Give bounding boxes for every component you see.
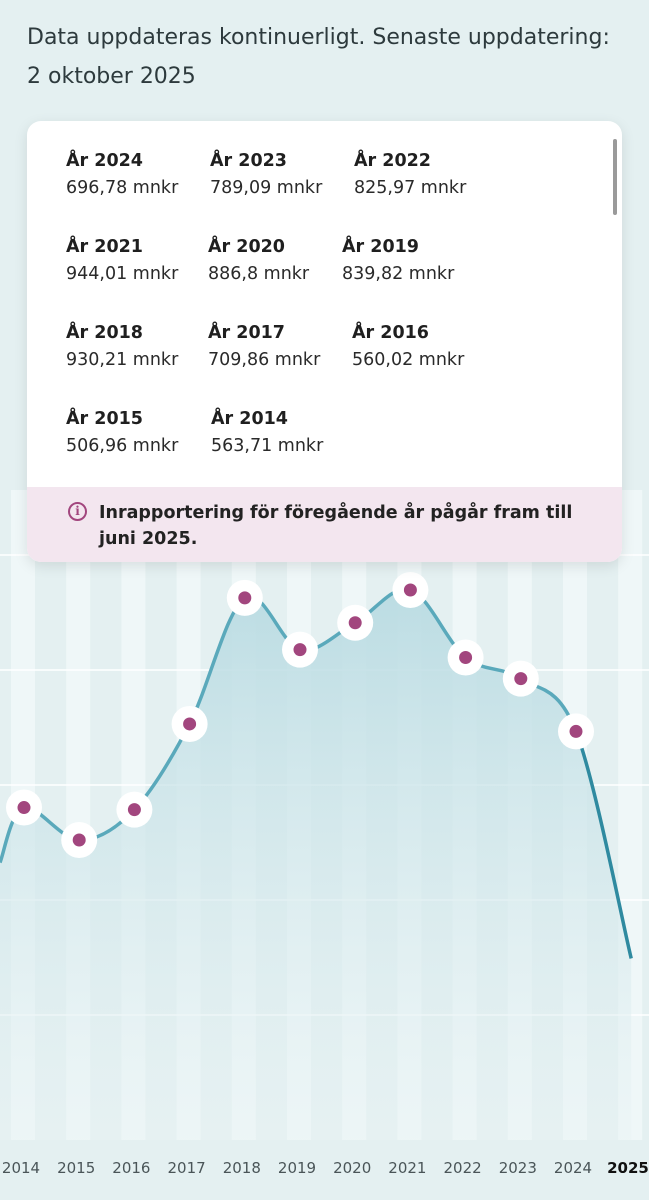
x-tick-label: 2014: [2, 1159, 40, 1177]
year-item: År 2014 563,71 mnkr: [211, 407, 361, 461]
year-label: År 2023: [210, 151, 287, 171]
year-item: År 2021 944,01 mnkr: [66, 235, 216, 289]
year-item: År 2020 886,8 mnkr: [208, 235, 358, 289]
year-value: 944,01 mnkr: [66, 264, 179, 284]
data-point[interactable]: [116, 791, 153, 828]
data-point[interactable]: [61, 822, 98, 858]
year-item: År 2015 506,96 mnkr: [66, 407, 216, 461]
year-value: 789,09 mnkr: [210, 178, 323, 198]
data-point-dot: [17, 801, 31, 815]
year-value: 709,86 mnkr: [208, 350, 321, 370]
data-point[interactable]: [502, 660, 539, 697]
data-point[interactable]: [447, 639, 484, 676]
data-point-dot: [238, 591, 252, 605]
x-tick-label: 2016: [112, 1159, 150, 1177]
year-values-list: År 2024 696,78 mnkr År 2023 789,09 mnkr …: [66, 149, 586, 469]
info-icon: i: [68, 502, 87, 521]
data-point-dot: [127, 803, 141, 817]
year-item: År 2017 709,86 mnkr: [208, 321, 358, 375]
year-label: År 2024: [66, 151, 143, 171]
scrollbar[interactable]: [613, 139, 617, 215]
year-value: 696,78 mnkr: [66, 178, 179, 198]
data-point-dot: [348, 616, 362, 630]
update-note: Data uppdateras kontinuerligt. Senaste u…: [27, 25, 610, 89]
year-value: 560,02 mnkr: [352, 350, 465, 370]
chart-area: [0, 589, 632, 1140]
year-item: År 2016 560,02 mnkr: [352, 321, 502, 375]
data-point[interactable]: [171, 705, 208, 742]
x-tick-label: 2018: [223, 1159, 261, 1177]
year-item: År 2018 930,21 mnkr: [66, 321, 216, 375]
data-point[interactable]: [282, 631, 318, 668]
data-point-dot: [293, 643, 307, 657]
data-point-dot: [514, 672, 528, 686]
year-values-card: År 2024 696,78 mnkr År 2023 789,09 mnkr …: [27, 121, 622, 562]
year-label: År 2022: [354, 151, 431, 171]
x-tick-label: 2022: [444, 1159, 482, 1177]
year-label: År 2021: [66, 237, 143, 257]
data-point-dot: [459, 651, 473, 665]
x-tick-label: 2023: [499, 1159, 537, 1177]
x-tick-label: 2019: [278, 1159, 316, 1177]
data-point-dot: [403, 583, 417, 597]
year-label: År 2016: [352, 323, 429, 343]
year-label: År 2017: [208, 323, 285, 343]
data-point-dot: [569, 724, 583, 738]
year-label: År 2018: [66, 323, 143, 343]
x-tick-label: 2021: [388, 1159, 426, 1177]
info-banner: i Inrapportering för föregående år pågår…: [27, 487, 622, 562]
data-point-dot: [183, 717, 197, 731]
year-value: 839,82 mnkr: [342, 264, 455, 284]
year-value: 506,96 mnkr: [66, 436, 179, 456]
year-label: År 2014: [211, 409, 288, 429]
year-value: 563,71 mnkr: [211, 436, 324, 456]
year-item: År 2019 839,82 mnkr: [342, 235, 492, 289]
data-point[interactable]: [558, 713, 594, 750]
data-point-dot: [72, 833, 86, 847]
year-value: 886,8 mnkr: [208, 264, 310, 284]
year-value: 825,97 mnkr: [354, 178, 467, 198]
year-value: 930,21 mnkr: [66, 350, 179, 370]
x-tick-label: 2017: [168, 1159, 206, 1177]
year-label: År 2020: [208, 237, 285, 257]
chart-line-partial: [574, 730, 633, 959]
data-point[interactable]: [6, 789, 42, 826]
year-item: År 2022 825,97 mnkr: [354, 149, 504, 203]
x-tick-label: 2024: [554, 1159, 592, 1177]
x-tick-label: 2015: [57, 1159, 95, 1177]
year-item: År 2024 696,78 mnkr: [66, 149, 216, 203]
year-label: År 2019: [342, 237, 419, 257]
info-text: Inrapportering för föregående år pågår f…: [99, 503, 573, 549]
data-point[interactable]: [226, 579, 263, 616]
year-item: År 2023 789,09 mnkr: [210, 149, 360, 203]
data-point[interactable]: [337, 604, 374, 641]
x-tick-label: 2020: [333, 1159, 371, 1177]
year-label: År 2015: [66, 409, 143, 429]
data-point[interactable]: [392, 572, 429, 608]
x-tick-label: 2025: [607, 1159, 649, 1177]
